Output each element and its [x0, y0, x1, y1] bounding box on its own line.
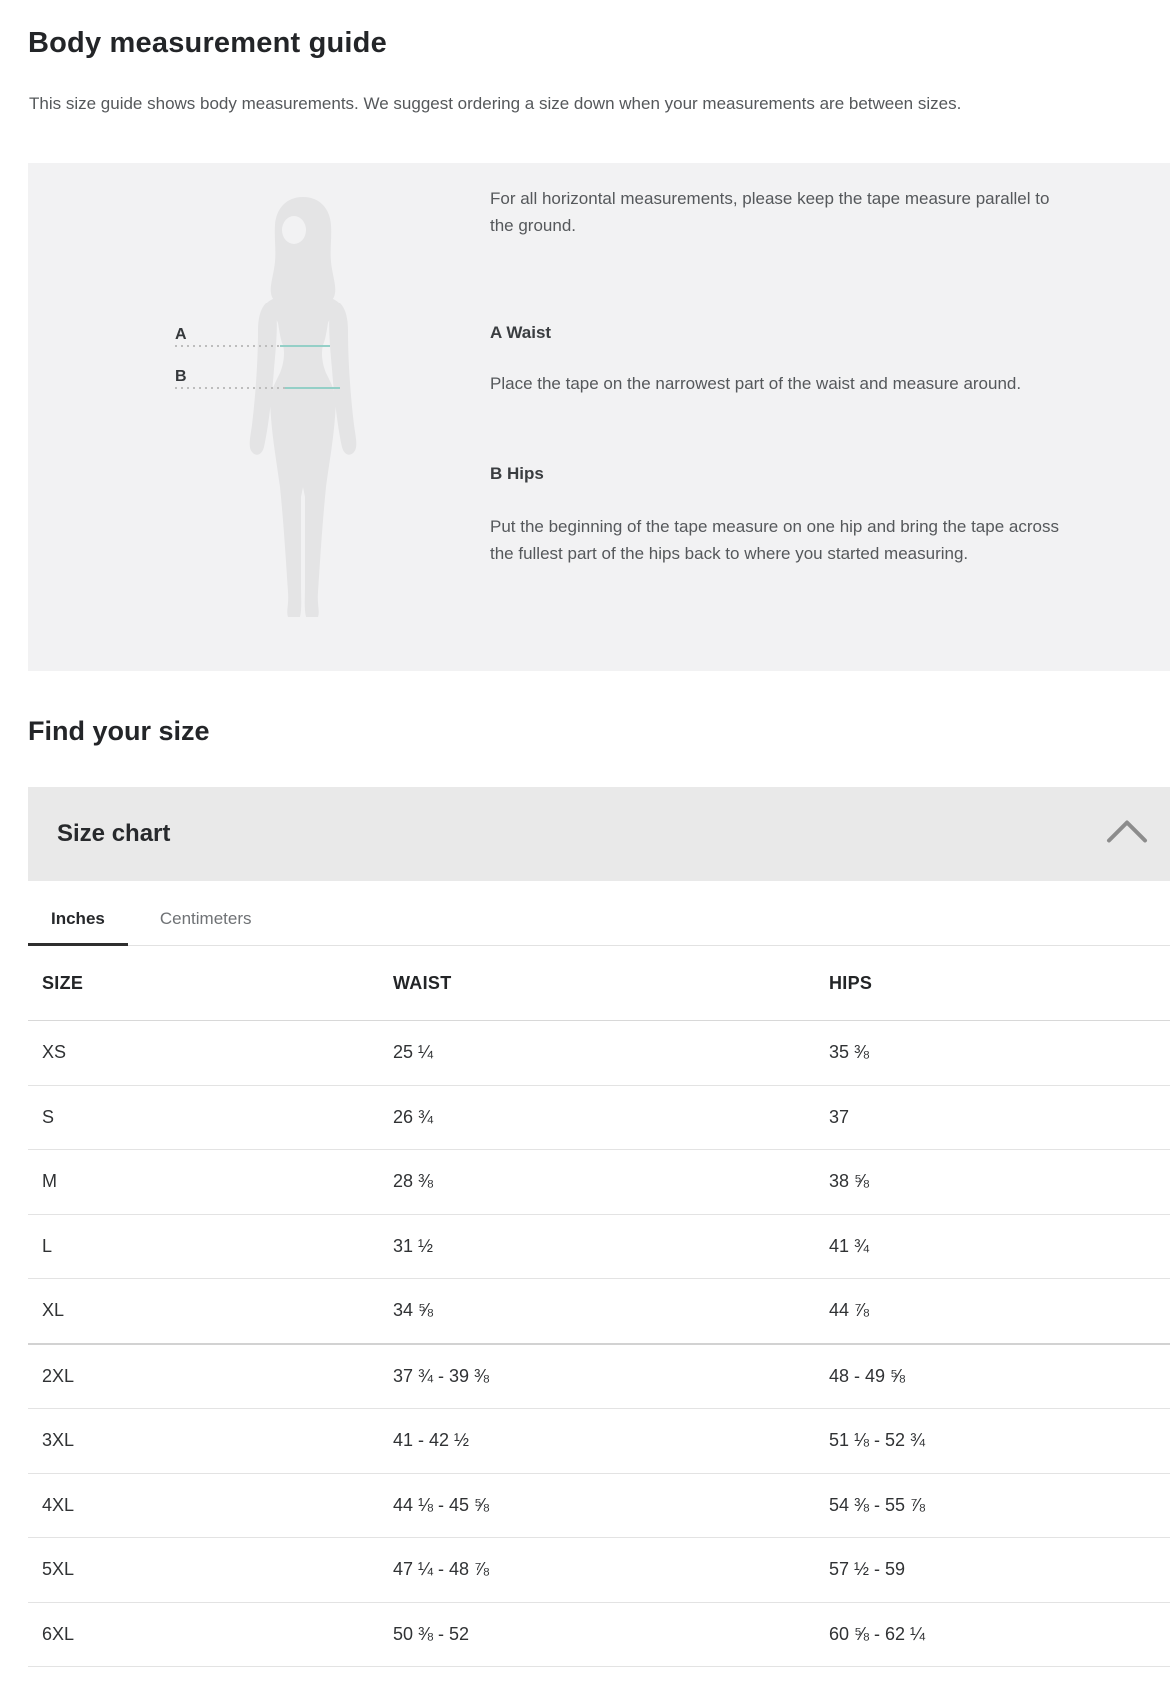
table-row-l: L 31 ½ 41 ¾: [28, 1215, 1170, 1279]
hips-cell: 57 ½ - 59: [829, 1559, 906, 1580]
hips-cell: 48 - 49 ⅝: [829, 1365, 906, 1386]
waist-measure-line: [175, 345, 330, 347]
tab-inches[interactable]: Inches: [28, 909, 128, 946]
unit-tabs: Inches Centimeters: [28, 881, 1170, 946]
hips-cell: 37: [829, 1106, 850, 1127]
waist-cell: 31 ½: [393, 1235, 434, 1256]
table-row-5xl: 5XL 47 ¼ - 48 ⅞ 57 ½ - 59: [28, 1538, 1170, 1603]
hips-cell: 51 ⅛ - 52 ¾: [829, 1430, 926, 1451]
waist-cell: 26 ¾: [393, 1106, 434, 1127]
waist-cell: 47 ¼ - 48 ⅞: [393, 1559, 490, 1580]
hips-section-text: Put the beginning of the tape measure on…: [490, 517, 1059, 563]
size-table: SIZE WAIST HIPS XS 25 ¼ 35 ⅜ S 26 ¾ 37 M…: [28, 946, 1170, 1667]
table-row-m: M 28 ⅜ 38 ⅝: [28, 1150, 1170, 1215]
table-row-xl: XL 34 ⅝ 44 ⅞: [28, 1279, 1170, 1345]
hips-cell: 54 ⅜ - 55 ⅞: [829, 1494, 926, 1515]
waist-marker-label: A: [175, 326, 187, 343]
size-cell: XS: [42, 1042, 67, 1063]
table-row-4xl: 4XL 44 ⅛ - 45 ⅝ 54 ⅜ - 55 ⅞: [28, 1474, 1170, 1538]
waist-cell: 28 ⅜: [393, 1171, 434, 1192]
table-row-2xl: 2XL 37 ¾ - 39 ⅜ 48 - 49 ⅝: [28, 1345, 1170, 1409]
column-header-size: SIZE: [42, 972, 84, 993]
hips-tape-line: [285, 387, 340, 389]
find-your-size-heading: Find your size: [28, 716, 210, 746]
table-row-xs: XS 25 ¼ 35 ⅜: [28, 1021, 1170, 1086]
column-header-waist: WAIST: [393, 972, 452, 993]
intro-text: This size guide shows body measurements.…: [29, 94, 962, 113]
hips-cell: 44 ⅞: [829, 1300, 870, 1321]
page-title: Body measurement guide: [28, 27, 387, 59]
hips-cell: 41 ¾: [829, 1235, 870, 1256]
measurement-guide-panel: A B For all horizontal measurements, ple…: [28, 163, 1170, 671]
table-row-3xl: 3XL 41 - 42 ½ 51 ⅛ - 52 ¾: [28, 1409, 1170, 1474]
size-cell: 4XL: [42, 1494, 75, 1515]
hips-marker-label: B: [175, 368, 187, 385]
measure-note: For all horizontal measurements, please …: [490, 189, 1050, 235]
table-row-6xl: 6XL 50 ⅜ - 52 60 ⅝ - 62 ¼: [28, 1603, 1170, 1667]
hips-section-heading: B Hips: [490, 464, 544, 483]
body-measurement-guide-page: Body measurement guide This size guide s…: [0, 27, 1175, 1684]
hips-leader-dotted-line: [175, 387, 285, 389]
size-table-header: SIZE WAIST HIPS: [28, 946, 1170, 1021]
hips-cell: 35 ⅜: [829, 1042, 870, 1063]
size-cell: S: [42, 1106, 55, 1127]
waist-tape-line: [280, 345, 330, 347]
waist-leader-dotted-line: [175, 345, 280, 347]
column-header-hips: HIPS: [829, 972, 873, 993]
waist-cell: 34 ⅝: [393, 1300, 434, 1321]
hips-cell: 38 ⅝: [829, 1171, 870, 1192]
waist-section-text: Place the tape on the narrowest part of …: [490, 374, 1022, 393]
waist-cell: 37 ¾ - 39 ⅜: [393, 1365, 490, 1386]
tab-centimeters[interactable]: Centimeters: [159, 909, 252, 928]
waist-cell: 41 - 42 ½: [393, 1430, 470, 1451]
chevron-up-icon[interactable]: [1104, 817, 1150, 852]
waist-cell: 44 ⅛ - 45 ⅝: [393, 1494, 490, 1515]
size-cell: 5XL: [42, 1559, 75, 1580]
size-cell: M: [42, 1171, 57, 1192]
waist-cell: 50 ⅜ - 52: [393, 1623, 470, 1644]
hips-cell: 60 ⅝ - 62 ¼: [829, 1623, 926, 1644]
size-cell: 6XL: [42, 1623, 75, 1644]
size-cell: 2XL: [42, 1365, 75, 1386]
hips-measure-line: [175, 387, 340, 389]
size-cell: L: [42, 1235, 53, 1256]
size-chart-title: Size chart: [57, 820, 171, 847]
waist-cell: 25 ¼: [393, 1042, 434, 1063]
waist-section-heading: A Waist: [490, 323, 552, 342]
measurement-instructions: For all horizontal measurements, please …: [490, 185, 1062, 567]
body-silhouette-image: [240, 197, 366, 623]
table-row-s: S 26 ¾ 37: [28, 1086, 1170, 1150]
size-cell: 3XL: [42, 1430, 75, 1451]
size-chart-collapse-header[interactable]: Size chart: [28, 787, 1170, 881]
size-cell: XL: [42, 1300, 65, 1321]
